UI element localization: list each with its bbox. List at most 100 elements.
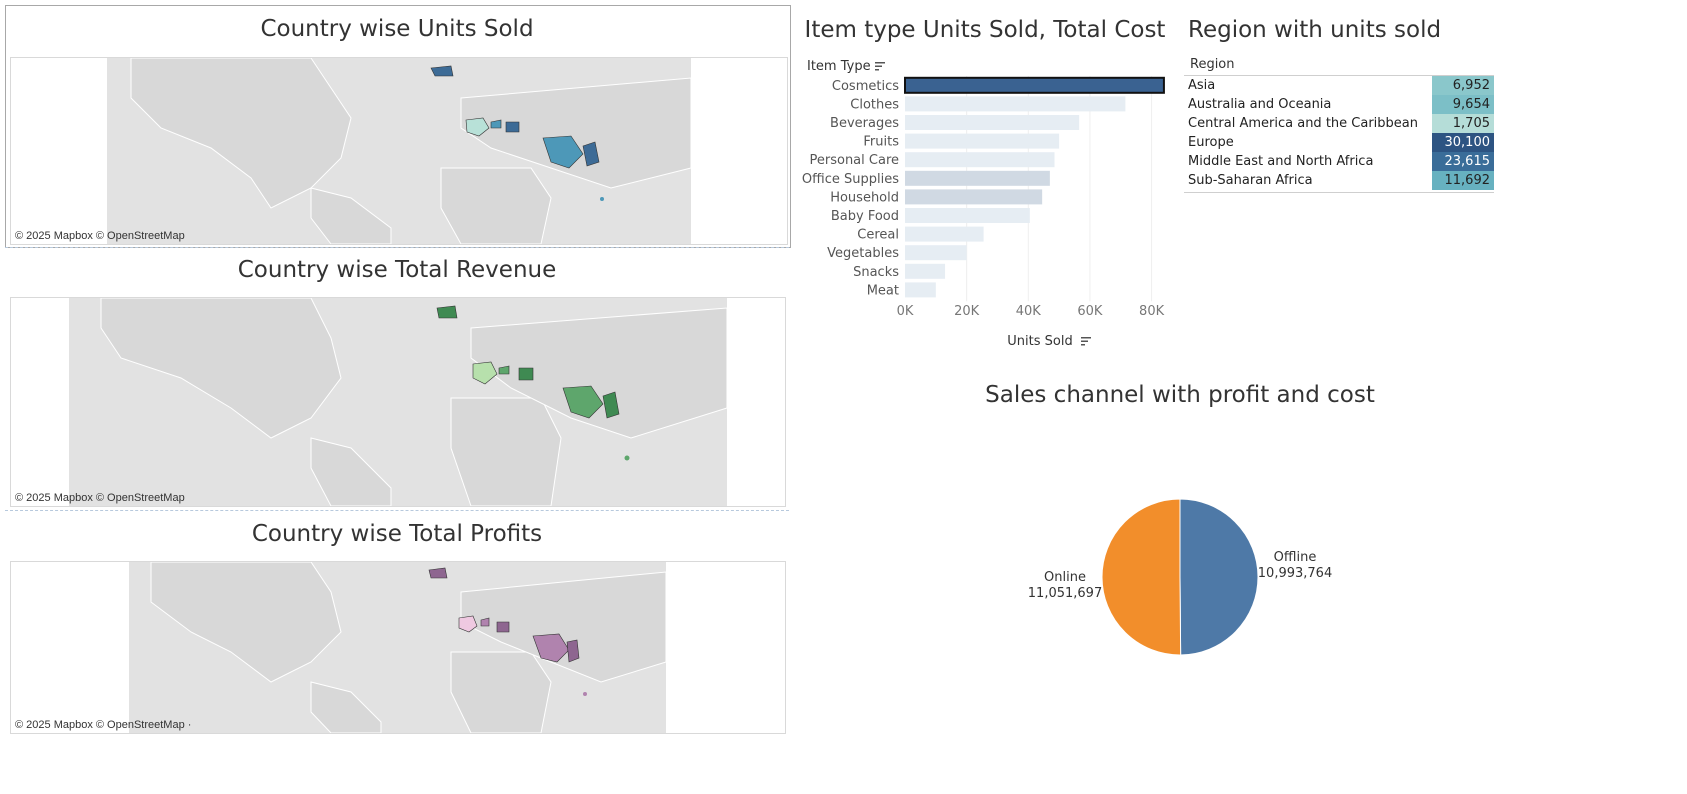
austria-region[interactable] bbox=[498, 365, 510, 375]
map-separator-2 bbox=[5, 510, 789, 511]
bar-chart-title: Item type Units Sold, Total Cost bbox=[804, 17, 1166, 43]
region-row[interactable]: Middle East and North Africa 23,615 bbox=[1184, 152, 1494, 171]
bar-baby-food[interactable] bbox=[905, 208, 1030, 223]
north-america-land bbox=[130, 58, 352, 209]
region-units-value[interactable]: 6,952 bbox=[1431, 76, 1494, 95]
bar-category-label[interactable]: Cereal bbox=[857, 228, 899, 243]
austria-region[interactable] bbox=[490, 119, 502, 129]
region-row[interactable]: Europe 30,100 bbox=[1184, 133, 1494, 152]
pakistan-region[interactable] bbox=[566, 639, 580, 663]
france-region[interactable] bbox=[472, 361, 498, 385]
france-region[interactable] bbox=[465, 117, 490, 137]
region-name: Europe bbox=[1188, 135, 1234, 150]
bar-category-label[interactable]: Baby Food bbox=[831, 209, 899, 224]
pie-chart-title: Sales channel with profit and cost bbox=[985, 382, 1375, 408]
eurasia-land bbox=[470, 307, 728, 439]
bar-snacks[interactable] bbox=[905, 263, 946, 279]
bar-household[interactable] bbox=[905, 189, 1043, 205]
bar-category-label[interactable]: Household bbox=[830, 190, 899, 205]
sri-lanka-region[interactable] bbox=[583, 692, 587, 696]
iceland-region[interactable] bbox=[436, 305, 458, 319]
pie-slice-offline[interactable] bbox=[1179, 498, 1259, 656]
bar-clothes[interactable] bbox=[905, 96, 1126, 112]
revenue-map[interactable]: © 2025 Mapbox © OpenStreetMap bbox=[10, 297, 786, 507]
africa-land bbox=[440, 167, 552, 244]
region-table-title: Region with units sold bbox=[1188, 17, 1442, 43]
sri-lanka-region[interactable] bbox=[624, 455, 630, 461]
romania-region[interactable] bbox=[518, 367, 534, 381]
bar-category-label[interactable]: Meat bbox=[867, 283, 899, 298]
africa-land bbox=[450, 397, 562, 506]
austria-region[interactable] bbox=[480, 617, 490, 627]
region-table-bottom-rule bbox=[1184, 192, 1494, 193]
pie-slice-online[interactable] bbox=[1101, 498, 1182, 656]
pie-label-name: Offline bbox=[1274, 550, 1317, 565]
region-units-value[interactable]: 30,100 bbox=[1431, 133, 1494, 152]
bar-category-label[interactable]: Fruits bbox=[863, 135, 899, 150]
north-america-land bbox=[150, 562, 342, 683]
region-name: Asia bbox=[1188, 78, 1216, 93]
profits-map-svg bbox=[129, 562, 667, 733]
south-america-land bbox=[310, 437, 392, 506]
bar-category-label[interactable]: Personal Care bbox=[810, 153, 900, 168]
pakistan-region[interactable] bbox=[602, 391, 620, 419]
bar-chart-marks bbox=[904, 76, 1165, 298]
bar-category-label[interactable]: Clothes bbox=[850, 97, 899, 112]
iceland-region[interactable] bbox=[428, 567, 448, 579]
sri-lanka-region[interactable] bbox=[600, 197, 604, 201]
bar-fruits[interactable] bbox=[905, 133, 1060, 149]
iran-region[interactable] bbox=[562, 385, 604, 419]
bar-chart-categories: Cosmetics Clothes Beverages Fruits Personal … bbox=[802, 79, 899, 299]
region-name: Australia and Oceania bbox=[1188, 97, 1332, 112]
bar-office-supplies[interactable] bbox=[905, 170, 1050, 186]
bar-category-label[interactable]: Beverages bbox=[830, 116, 899, 131]
region-row[interactable]: Asia 6,952 bbox=[1184, 76, 1494, 95]
region-name: Central America and the Caribbean bbox=[1188, 116, 1418, 131]
bar-category-label[interactable]: Snacks bbox=[853, 265, 899, 280]
pie-label-value: 10,993,764 bbox=[1258, 566, 1332, 581]
region-units-value[interactable]: 11,692 bbox=[1431, 171, 1494, 190]
region-row[interactable]: Central America and the Caribbean 1,705 bbox=[1184, 114, 1494, 133]
bar-category-label[interactable]: Cosmetics bbox=[832, 79, 899, 94]
bar-category-label[interactable]: Vegetables bbox=[827, 246, 899, 261]
pie-slices bbox=[1101, 498, 1259, 656]
profits-map-attribution: © 2025 Mapbox © OpenStreetMap · bbox=[15, 719, 192, 731]
romania-region[interactable] bbox=[505, 121, 520, 133]
bar-cereal[interactable] bbox=[905, 226, 984, 242]
sort-icon[interactable] bbox=[1081, 337, 1091, 346]
iran-region[interactable] bbox=[542, 135, 584, 169]
north-america-land bbox=[100, 298, 342, 439]
region-name: Middle East and North Africa bbox=[1188, 154, 1374, 169]
units-map[interactable]: © 2025 Mapbox © OpenStreetMap bbox=[10, 57, 788, 245]
iran-region[interactable] bbox=[532, 633, 570, 663]
bar-personal-care[interactable] bbox=[905, 152, 1055, 168]
bar-chart-grid bbox=[966, 76, 1153, 302]
units-map-title: Country wise Units Sold bbox=[260, 16, 534, 42]
region-units-value[interactable]: 1,705 bbox=[1431, 114, 1494, 133]
region-table-header: Region bbox=[1190, 57, 1235, 72]
revenue-map-title: Country wise Total Revenue bbox=[237, 257, 557, 283]
france-region[interactable] bbox=[458, 615, 478, 633]
bar-beverages[interactable] bbox=[905, 115, 1080, 130]
bar-chart-y-axis-title: Item Type bbox=[807, 59, 871, 74]
bar-category-label[interactable]: Office Supplies bbox=[802, 172, 899, 187]
bar-x-tick-label: 0K bbox=[897, 304, 914, 319]
region-units-value[interactable]: 9,654 bbox=[1431, 95, 1494, 114]
eurasia-land bbox=[460, 77, 692, 189]
sort-icon[interactable] bbox=[875, 62, 885, 71]
pakistan-region[interactable] bbox=[582, 141, 600, 167]
iceland-region[interactable] bbox=[430, 65, 454, 77]
region-units-value[interactable]: 23,615 bbox=[1431, 152, 1494, 171]
revenue-map-attribution: © 2025 Mapbox © OpenStreetMap bbox=[15, 492, 185, 504]
profits-map-title: Country wise Total Profits bbox=[251, 521, 543, 547]
bar-chart-ticks: 0K 20K 40K 60K 80K bbox=[897, 304, 1165, 319]
region-row[interactable]: Sub-Saharan Africa 11,692 bbox=[1184, 171, 1494, 190]
region-table: Asia 6,952 Australia and Oceania 9,654 Centr… bbox=[1184, 76, 1494, 190]
region-row[interactable]: Australia and Oceania 9,654 bbox=[1184, 95, 1494, 114]
bar-cosmetics[interactable] bbox=[904, 76, 1165, 94]
bar-meat[interactable] bbox=[905, 282, 936, 298]
bar-vegetables[interactable] bbox=[905, 245, 967, 261]
romania-region[interactable] bbox=[496, 621, 510, 633]
profits-map[interactable]: © 2025 Mapbox © OpenStreetMap · bbox=[10, 561, 786, 734]
